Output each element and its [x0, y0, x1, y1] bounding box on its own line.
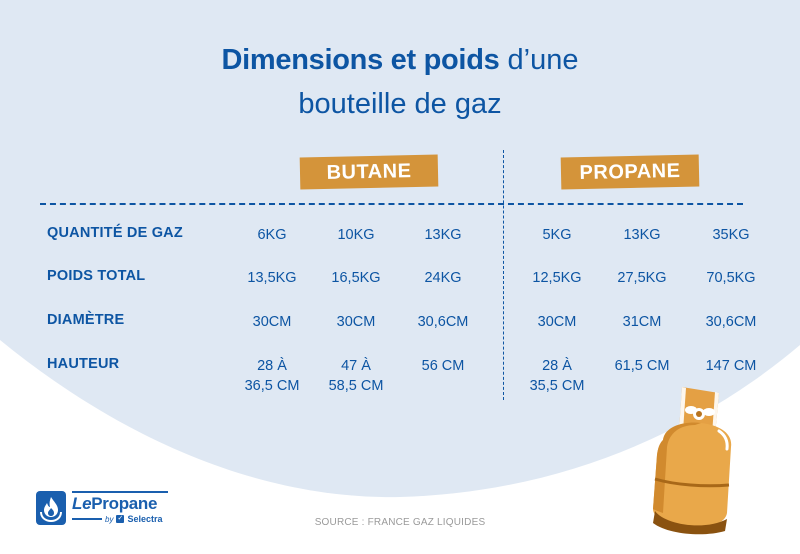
cell-line: 35,5 CM — [529, 378, 585, 394]
table-cell: 28 À 36,5 CM — [227, 356, 317, 396]
cell-line: 28 À — [257, 358, 287, 374]
table-cell: 27,5KG — [617, 270, 667, 286]
table-cell: 30CM — [336, 314, 376, 330]
logo-by-selectra: by ✓ Selectra — [72, 514, 162, 524]
table-cell: 35KG — [712, 227, 750, 243]
table-cell: 147 CM — [686, 356, 776, 376]
cell-line: 56 CM — [421, 358, 465, 374]
horizontal-divider — [40, 203, 743, 205]
title-normal: d’une — [499, 44, 579, 76]
logo-by: by — [105, 514, 114, 524]
butane-header: BUTANE — [299, 154, 439, 190]
table-cell: 31CM — [622, 314, 662, 330]
table-cell: 28 À 35,5 CM — [512, 356, 602, 396]
row-label-poids: POIDS TOTAL — [47, 268, 146, 284]
cell-line: 47 À — [341, 358, 371, 374]
logo-name: LePropane — [72, 494, 157, 514]
lepropane-logo[interactable]: LePropane by ✓ Selectra — [36, 491, 176, 527]
title-line2: bouteille de gaz — [298, 88, 502, 120]
row-label-diametre: DIAMÈTRE — [47, 312, 125, 328]
vertical-divider — [503, 150, 504, 400]
table-cell: 10KG — [337, 227, 375, 243]
title-bold: Dimensions et poids — [221, 44, 500, 76]
table-cell: 16,5KG — [331, 270, 381, 286]
table-cell: 61,5 CM — [597, 356, 687, 376]
table-cell: 70,5KG — [706, 270, 756, 286]
table-cell: 56 CM — [398, 356, 488, 376]
cell-line: 28 À — [542, 358, 572, 374]
check-icon: ✓ — [116, 515, 125, 523]
table-cell: 47 À 58,5 CM — [311, 356, 401, 396]
cell-line: 147 CM — [705, 358, 757, 374]
logo-dash — [72, 518, 102, 520]
logo-le: Le — [72, 494, 92, 513]
cell-line: 36,5 CM — [244, 378, 300, 394]
table-cell: 30,6CM — [417, 314, 469, 330]
row-label-hauteur: HAUTEUR — [47, 356, 120, 372]
table-cell: 30CM — [252, 314, 292, 330]
logo-partner: Selectra — [127, 514, 163, 524]
source-note: SOURCE : FRANCE GAZ LIQUIDES — [314, 517, 486, 528]
flame-icon — [36, 491, 66, 525]
propane-header: PROPANE — [560, 154, 700, 190]
table-cell: 5KG — [542, 227, 572, 243]
table-cell: 30,6CM — [705, 314, 757, 330]
page-title: Dimensions et poids d’une bouteille de g… — [0, 38, 800, 126]
table-cell: 12,5KG — [532, 270, 582, 286]
cell-line: 61,5 CM — [614, 358, 670, 374]
cell-line: 58,5 CM — [328, 378, 384, 394]
row-label-quantite: QUANTITÉ DE GAZ — [47, 225, 183, 241]
logo-propane: Propane — [91, 494, 158, 513]
table-cell: 13KG — [424, 227, 462, 243]
table-cell: 24KG — [424, 270, 462, 286]
table-cell: 6KG — [257, 227, 287, 243]
gas-bottle-icon — [653, 387, 732, 535]
table-cell: 30CM — [537, 314, 577, 330]
logo-bar — [72, 491, 168, 493]
table-cell: 13KG — [623, 227, 661, 243]
table-cell: 13,5KG — [247, 270, 297, 286]
